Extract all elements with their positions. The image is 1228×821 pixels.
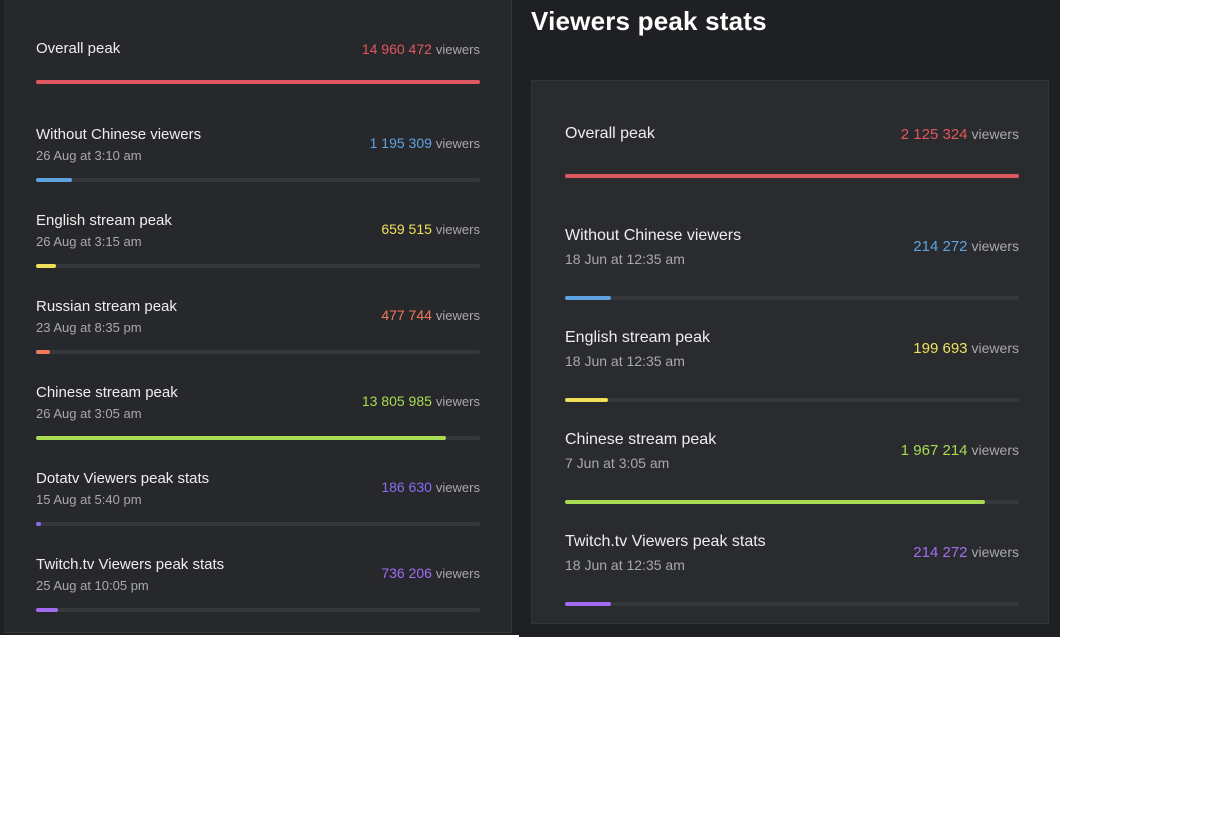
stat-number: 477 744 [381, 307, 432, 323]
stat-unit: viewers [971, 544, 1019, 560]
stat-value: 1 195 309 viewers [370, 135, 480, 151]
stat-row-twitch-tv-viewers-peak-stats: Twitch.tv Viewers peak stats 18 Jun at 12… [565, 533, 1019, 625]
stat-label: Dotatv Viewers peak stats [36, 470, 210, 487]
stat-row-chinese-stream-peak: Chinese stream peak 7 Jun at 3:05 am 1 967… [565, 431, 1019, 523]
stat-number: 1 195 309 [369, 135, 432, 151]
stat-date: 18 Jun at 12:35 am [565, 353, 685, 369]
stat-row-without-chinese-viewers: Without Chinese viewers 26 Aug at 3:10 am… [36, 126, 480, 206]
stat-number: 659 515 [381, 221, 432, 237]
stat-row-twitch-tv-viewers-peak-stats: Twitch.tv Viewers peak stats 25 Aug at 10… [36, 556, 480, 636]
stat-label: Overall peak [565, 125, 655, 142]
stat-label: Without Chinese viewers [565, 227, 742, 244]
stat-row-english-stream-peak: English stream peak 26 Aug at 3:15 am 659 … [36, 212, 480, 292]
stat-row-english-stream-peak: English stream peak 18 Jun at 12:35 am 199… [565, 329, 1019, 421]
stat-progress-fill [565, 296, 611, 300]
stat-label: Twitch.tv Viewers peak stats [565, 533, 766, 550]
stat-number: 199 693 [913, 340, 968, 357]
stat-value: 214 272 viewers [913, 238, 1019, 255]
stat-value: 186 630 viewers [381, 479, 480, 495]
stat-row-russian-stream-peak: Russian stream peak 23 Aug at 8:35 pm 477 … [36, 298, 480, 378]
stat-progress-fill [36, 178, 72, 182]
stat-unit: viewers [435, 480, 480, 495]
stat-progress-track [565, 398, 1019, 402]
stat-number: 1 967 214 [900, 442, 968, 459]
stat-progress-track [36, 178, 480, 182]
stat-date: 25 Aug at 10:05 pm [36, 578, 149, 593]
stat-progress-track [36, 350, 480, 354]
stat-progress-track [36, 436, 480, 440]
stat-number: 13 805 985 [361, 393, 432, 409]
stat-number: 214 272 [913, 238, 968, 255]
stat-value: 13 805 985 viewers [362, 393, 480, 409]
stat-date: 23 Aug at 8:35 pm [36, 320, 142, 335]
stat-progress-fill [565, 500, 986, 504]
stat-value: 1 967 214 viewers [901, 442, 1019, 459]
stat-progress-track [565, 174, 1019, 178]
stat-progress-track [565, 602, 1019, 606]
stat-date: 26 Aug at 3:10 am [36, 148, 142, 163]
stat-date: 18 Jun at 12:35 am [565, 557, 685, 573]
stat-progress-fill [36, 264, 56, 268]
stat-unit: viewers [435, 394, 480, 409]
stat-progress-track [36, 80, 480, 84]
stat-row-overall-peak: Overall peak 14 960 472 viewers [36, 40, 480, 120]
stat-date: 15 Aug at 5:40 pm [36, 492, 142, 507]
stat-date: 26 Aug at 3:15 am [36, 234, 142, 249]
stat-value: 659 515 viewers [381, 221, 480, 237]
stat-label: English stream peak [36, 212, 172, 229]
stat-unit: viewers [435, 136, 480, 151]
stat-row-dotatv-viewers-peak-stats: Dotatv Viewers peak stats 15 Aug at 5:40 … [36, 470, 480, 550]
stat-number: 2 125 324 [900, 126, 968, 143]
stat-progress-fill [36, 436, 446, 440]
stat-label: Overall peak [36, 40, 121, 57]
stat-progress-fill [565, 602, 611, 606]
stat-label: Chinese stream peak [36, 384, 178, 401]
stat-label: English stream peak [565, 329, 710, 346]
stat-value: 736 206 viewers [381, 565, 480, 581]
stat-progress-track [565, 500, 1019, 504]
left-panel: Overall peak 14 960 472 viewers Without Chi… [0, 0, 519, 635]
stat-progress-track [565, 296, 1019, 300]
stat-row-overall-peak: Overall peak 2 125 324 viewers [565, 125, 1019, 217]
stat-progress-fill [36, 608, 58, 612]
stat-row-without-chinese-viewers: Without Chinese viewers 18 Jun at 12:35 a… [565, 227, 1019, 319]
stat-value: 214 272 viewers [913, 544, 1019, 561]
stat-progress-fill [36, 350, 51, 354]
right-panel: Viewers peak stats Overall peak 2 125 324… [519, 0, 1060, 637]
stat-label: Chinese stream peak [565, 431, 717, 448]
page-title: Viewers peak stats [531, 6, 767, 36]
stat-unit: viewers [971, 126, 1019, 142]
stat-unit: viewers [971, 340, 1019, 356]
stat-unit: viewers [435, 42, 480, 57]
stat-number: 214 272 [913, 544, 968, 561]
stat-progress-fill [36, 80, 480, 84]
stat-progress-fill [565, 174, 1019, 178]
stat-value: 2 125 324 viewers [901, 126, 1019, 143]
stat-row-chinese-stream-peak: Chinese stream peak 26 Aug at 3:05 am 13 8… [36, 384, 480, 464]
stat-progress-track [36, 522, 480, 526]
stat-progress-fill [36, 522, 42, 526]
stat-unit: viewers [435, 222, 480, 237]
stat-date: 26 Aug at 3:05 am [36, 406, 142, 421]
stat-unit: viewers [435, 308, 480, 323]
stat-number: 736 206 [381, 565, 432, 581]
stat-label: Russian stream peak [36, 298, 177, 315]
stat-unit: viewers [971, 442, 1019, 458]
stat-label: Twitch.tv Viewers peak stats [36, 556, 225, 573]
stat-value: 199 693 viewers [913, 340, 1019, 357]
stat-progress-track [36, 608, 480, 612]
stat-unit: viewers [971, 238, 1019, 254]
stat-progress-track [36, 264, 480, 268]
stat-label: Without Chinese viewers [36, 126, 202, 143]
stat-number: 14 960 472 [361, 41, 432, 57]
stat-value: 477 744 viewers [381, 307, 480, 323]
stat-value: 14 960 472 viewers [362, 41, 480, 57]
stat-date: 7 Jun at 3:05 am [565, 455, 670, 471]
right-stats-card: Overall peak 2 125 324 viewers Without Chin… [531, 80, 1049, 624]
left-stats-card: Overall peak 14 960 472 viewers Without Chi… [4, 0, 512, 633]
stat-number: 186 630 [381, 479, 432, 495]
stat-progress-fill [565, 398, 608, 402]
stat-date: 18 Jun at 12:35 am [565, 251, 685, 267]
stat-unit: viewers [435, 566, 480, 581]
